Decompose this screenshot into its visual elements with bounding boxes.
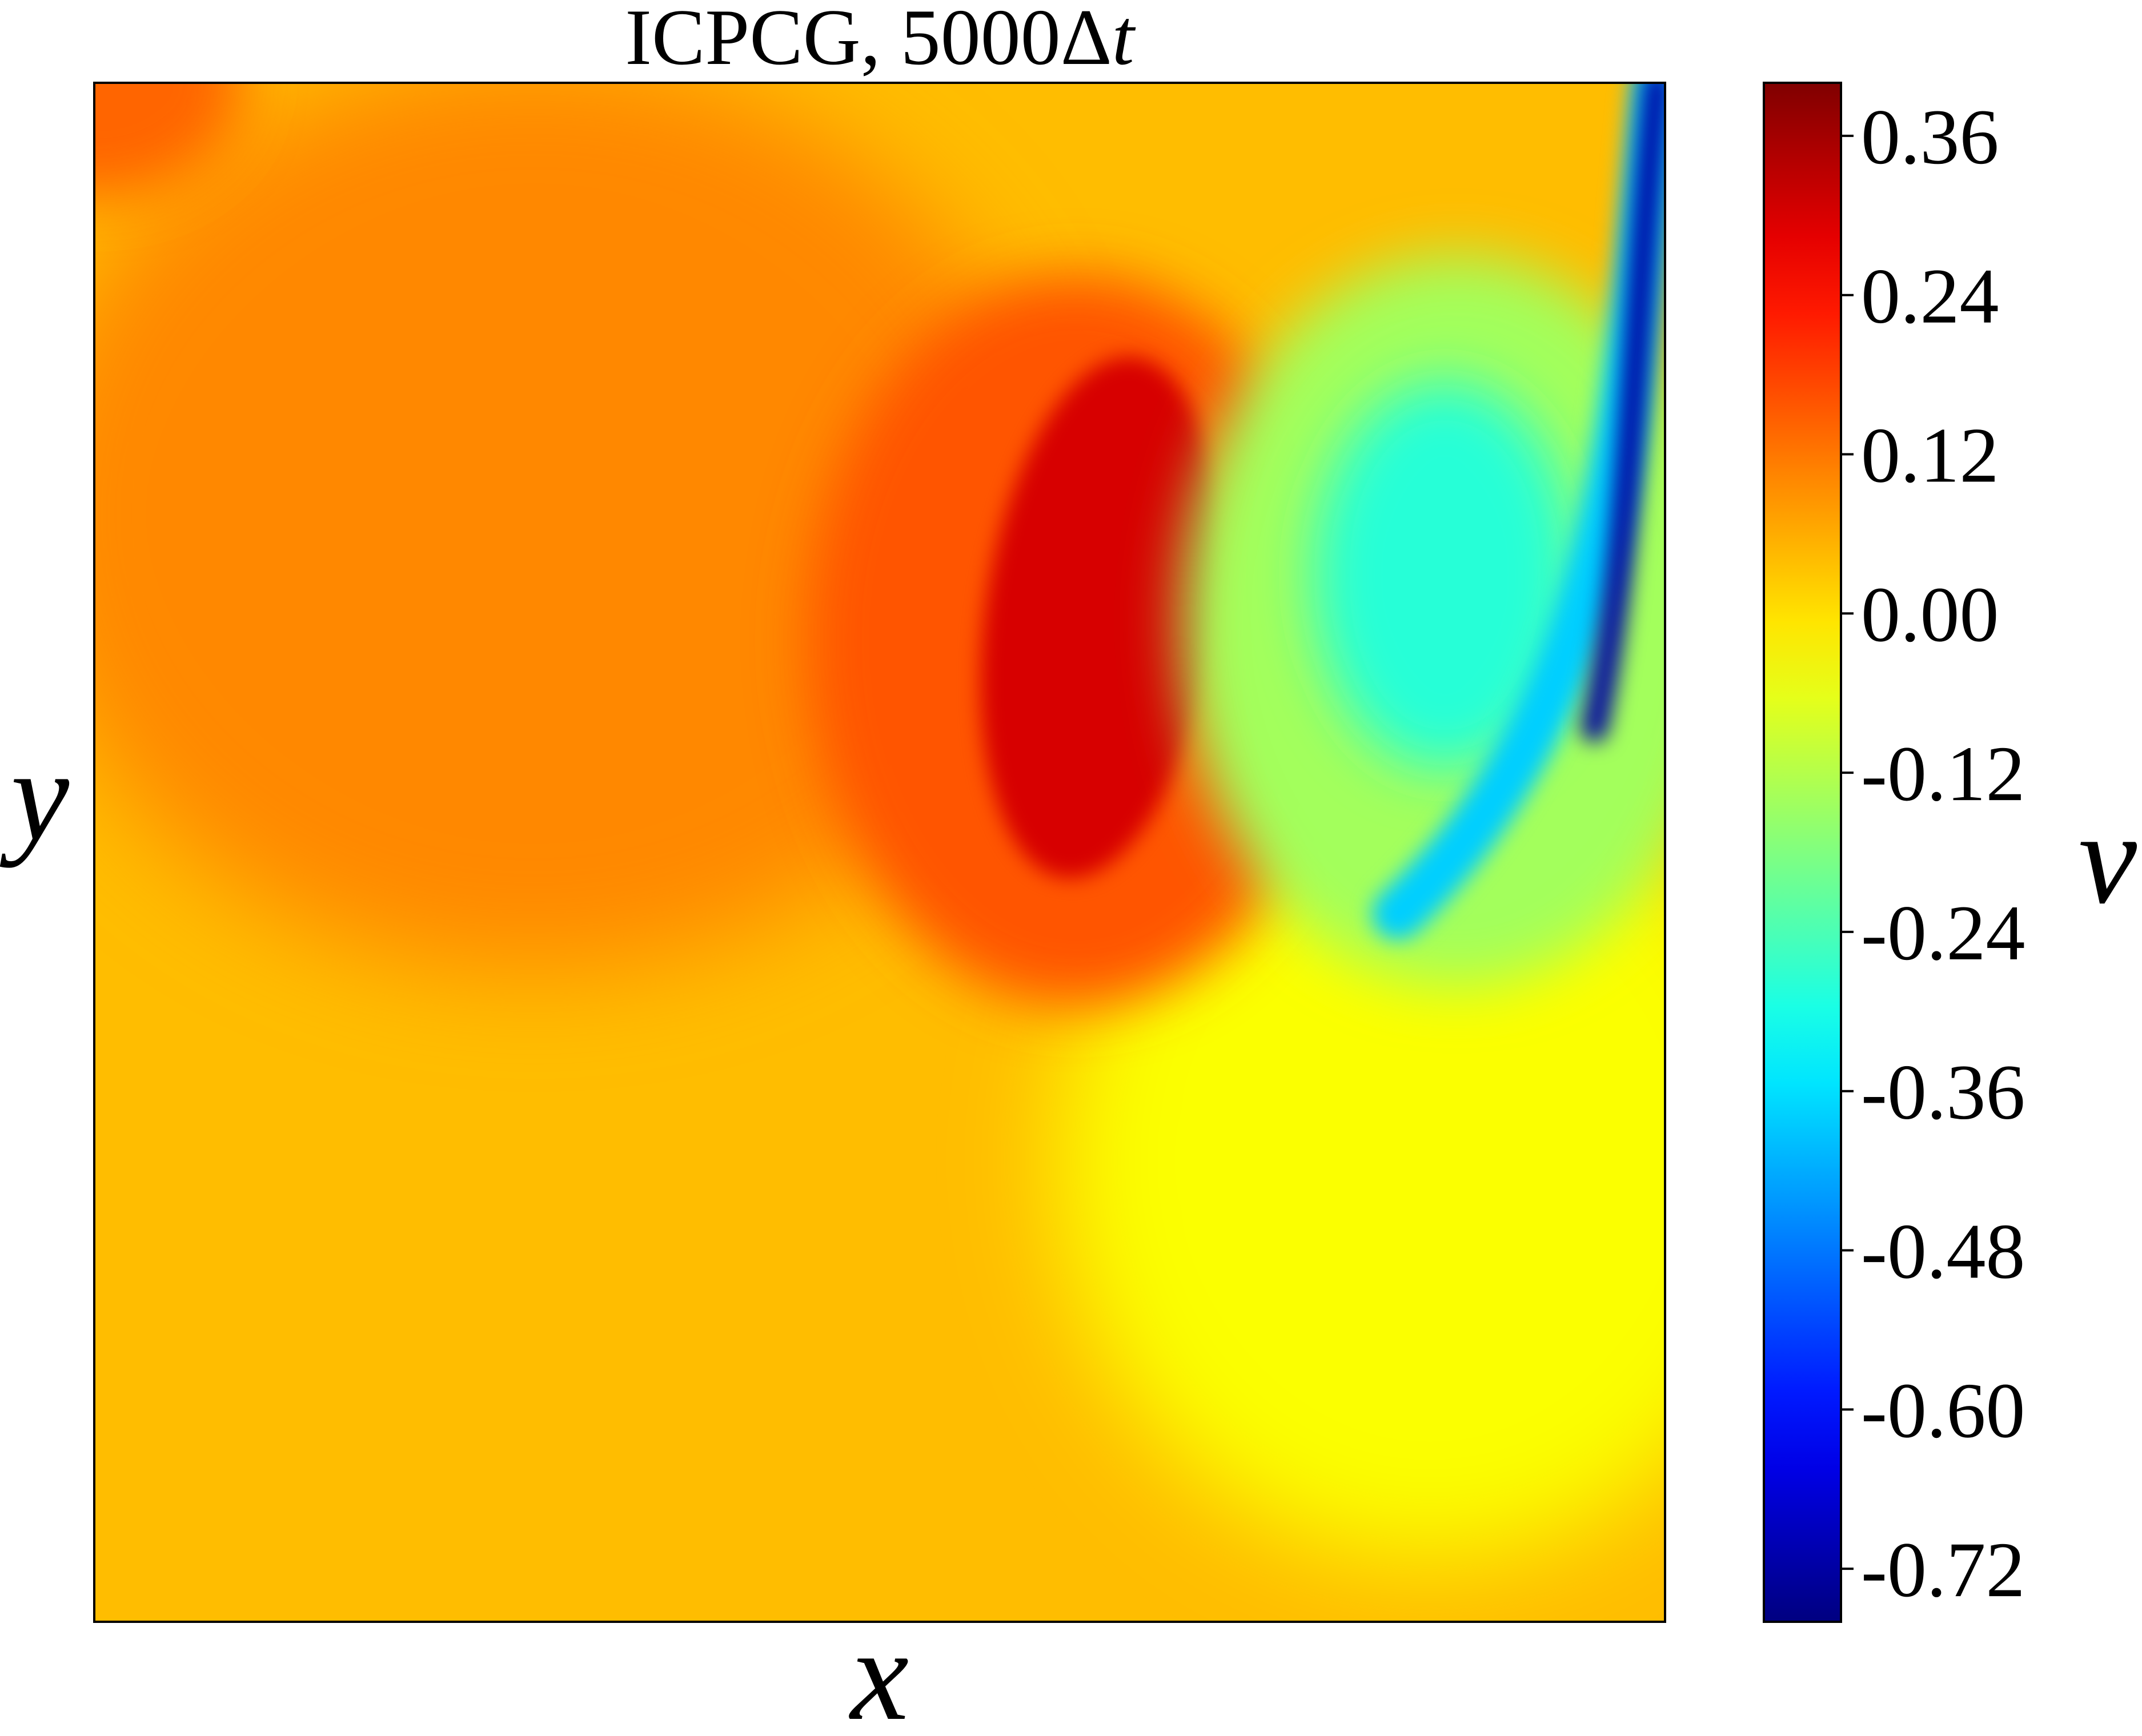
field-positive-vortex — [980, 356, 1219, 878]
chart-title-italic: t — [1112, 0, 1136, 82]
colorbar-tick-label: -0.12 — [1861, 730, 2025, 817]
chart-title-main: ICPCG, 5000Δ — [625, 0, 1112, 82]
colorbar-tick-label: -0.48 — [1861, 1207, 2025, 1295]
chart-title: ICPCG, 5000Δt — [625, 0, 1136, 82]
field-upper-left-halo — [94, 83, 1048, 971]
colorbar-tick-label: 0.24 — [1861, 252, 1999, 340]
x-axis-label: x — [849, 1602, 909, 1736]
field-features — [94, 83, 1665, 1560]
colorbar-tick-label: -0.24 — [1861, 889, 2025, 976]
colorbar-label: v — [2079, 785, 2137, 931]
field-right-wall-jet — [1581, 83, 1665, 742]
field-negative-vortex — [1314, 381, 1577, 770]
colorbar-ticks: 0.36 0.24 0.12 0.00 -0.12 -0.24 -0.36 -0.48 -0.6… — [1841, 93, 2025, 1613]
colorbar-tick-label: 0.36 — [1861, 93, 1999, 180]
field-top-left-corner — [94, 83, 243, 197]
heatmap-field — [94, 83, 1665, 1622]
plot-frame — [93, 82, 1666, 1623]
colorbar-tick-label: -0.60 — [1861, 1367, 2025, 1454]
colorbar — [1763, 82, 1842, 1623]
colorbar-tick-label: -0.72 — [1861, 1526, 2025, 1613]
y-axis-label: y — [0, 722, 70, 868]
colorbar-tick-label: 0.00 — [1861, 570, 1999, 658]
colorbar-tick-label: 0.12 — [1861, 412, 1999, 499]
colorbar-tick-label: -0.36 — [1861, 1048, 2025, 1136]
